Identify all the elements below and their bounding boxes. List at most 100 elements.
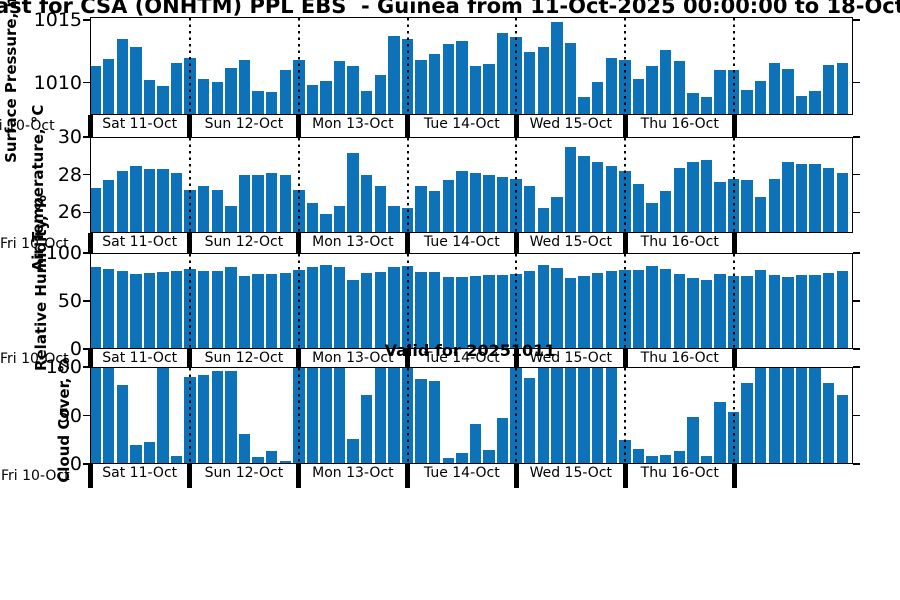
air-temperature-bar bbox=[91, 187, 101, 232]
relative-humidity-bar bbox=[157, 271, 169, 348]
relative-humidity-bar bbox=[822, 272, 835, 348]
y-tick-label: 1010 bbox=[33, 71, 82, 94]
day-label: Sun 12-Oct bbox=[204, 350, 284, 366]
day-boundary-line bbox=[515, 254, 518, 348]
day-label: Tue 14-Oct bbox=[423, 465, 500, 481]
day-boundary-line bbox=[623, 18, 626, 114]
relative-humidity-bar bbox=[768, 274, 780, 348]
surface-pressure-bar bbox=[374, 74, 387, 114]
cloud-cover-bar bbox=[632, 448, 645, 463]
day-boundary-tick bbox=[295, 233, 301, 253]
cloud-cover-bar bbox=[91, 368, 101, 463]
air-temperature-bar bbox=[632, 184, 645, 232]
day-label: Sat 11-Oct bbox=[102, 116, 178, 132]
air-temperature-bar bbox=[170, 173, 183, 232]
surface-pressure-bar bbox=[469, 66, 482, 114]
air-temperature-bar bbox=[809, 163, 821, 232]
date-axis-row: Sat 11-Oct Sun 12-Oct Mon 13-Oct Tue 14-Oct… bbox=[87, 349, 853, 367]
air-temperature-bar bbox=[673, 167, 685, 232]
y-tick-label: 100 bbox=[45, 356, 82, 378]
surface-pressure-bar bbox=[225, 67, 237, 114]
date-axis-row: Sat 11-Oct Sun 12-Oct Mon 13-Oct Tue 14-Oct… bbox=[87, 115, 853, 137]
surface-pressure-bar bbox=[687, 93, 699, 114]
air-temperature-bar bbox=[265, 173, 278, 232]
start-date-label: Fri 10-Oct bbox=[0, 351, 69, 367]
surface-pressure-bar bbox=[306, 84, 319, 114]
day-label: Sat 11-Oct bbox=[102, 465, 178, 481]
cloud-cover-bar bbox=[578, 368, 590, 463]
day-boundary-tick bbox=[513, 233, 519, 253]
surface-pressure-bar bbox=[605, 57, 617, 114]
day-label: Sat 11-Oct bbox=[102, 234, 178, 250]
start-date-label: Fri 10-Oct bbox=[0, 118, 55, 134]
day-boundary-tick bbox=[186, 464, 192, 488]
air-temperature-bar bbox=[225, 206, 237, 232]
y-tick-label: 0 bbox=[69, 453, 82, 475]
air-temperature-bar bbox=[456, 171, 468, 232]
air-temperature-bar bbox=[320, 213, 332, 232]
surface-pressure-bar bbox=[333, 61, 346, 114]
surface-pressure-bar bbox=[755, 80, 767, 114]
surface-pressure-bar bbox=[673, 61, 685, 114]
relative-humidity-bar bbox=[130, 273, 142, 348]
relative-humidity-bar bbox=[279, 272, 291, 348]
surface-pressure-bar bbox=[388, 35, 400, 114]
cloud-cover-bar bbox=[102, 368, 115, 463]
day-boundary-line bbox=[297, 368, 300, 463]
y-tick-mark bbox=[83, 348, 90, 350]
cloud-cover-bar bbox=[822, 383, 835, 463]
y-tick-label: 100 bbox=[45, 242, 82, 264]
y-tick-mark bbox=[853, 19, 860, 21]
surface-pressure-bar bbox=[116, 39, 128, 114]
relative-humidity-bar bbox=[564, 277, 577, 348]
day-boundary-tick bbox=[404, 464, 410, 488]
surface-pressure-bar bbox=[320, 80, 332, 114]
surface-pressure-bar bbox=[442, 44, 454, 114]
y-tick-mark bbox=[853, 211, 860, 214]
cloud-cover-bar bbox=[456, 452, 468, 463]
surface-pressure-bar bbox=[632, 78, 645, 114]
day-label: Tue 14-Oct bbox=[423, 116, 500, 132]
day-boundary-line bbox=[515, 18, 518, 114]
day-boundary-line bbox=[623, 254, 626, 348]
day-label: Wed 15-Oct bbox=[529, 116, 613, 132]
surface-pressure-bar bbox=[564, 43, 577, 114]
y-tick-mark bbox=[853, 173, 860, 176]
y-tick-mark bbox=[83, 81, 90, 84]
cloud-cover-bar bbox=[496, 418, 509, 463]
air-temperature-chart bbox=[90, 137, 853, 233]
cloud-cover-bar bbox=[469, 424, 482, 463]
day-boundary-line bbox=[406, 18, 409, 114]
relative-humidity-bar bbox=[428, 271, 441, 348]
relative-humidity-bar bbox=[714, 273, 726, 348]
surface-pressure-bar bbox=[428, 54, 441, 114]
surface-pressure-bar bbox=[130, 46, 142, 114]
air-temperature-bar bbox=[198, 185, 210, 232]
air-temperature-bar bbox=[143, 169, 156, 232]
surface-pressure-bar bbox=[415, 60, 427, 114]
day-boundary-line bbox=[297, 18, 300, 114]
cloud-cover-bar bbox=[741, 383, 753, 463]
day-boundary-tick bbox=[87, 115, 93, 137]
air-temperature-bar bbox=[564, 147, 577, 232]
day-boundary-tick bbox=[622, 115, 628, 137]
air-temperature-bar bbox=[592, 161, 604, 232]
air-temperature-bar bbox=[361, 174, 373, 232]
surface-pressure-bar bbox=[700, 96, 713, 114]
day-label: Sun 12-Oct bbox=[204, 234, 284, 250]
cloud-cover-bar bbox=[238, 433, 251, 463]
relative-humidity-bar bbox=[809, 274, 821, 348]
cloud-cover-bar bbox=[768, 368, 780, 463]
cloud-cover-bar bbox=[483, 449, 495, 463]
y-tick-label: 1015 bbox=[33, 9, 82, 32]
day-boundary-tick bbox=[513, 464, 519, 488]
day-label: Sun 12-Oct bbox=[204, 116, 284, 132]
cloud-cover-bar bbox=[755, 368, 767, 463]
surface-pressure-bar bbox=[483, 63, 495, 114]
air-temperature-bar bbox=[836, 173, 848, 232]
surface-pressure-bar bbox=[496, 33, 509, 114]
y-tick-mark bbox=[83, 211, 90, 214]
day-boundary-tick bbox=[87, 349, 93, 367]
day-label: Thu 16-Oct bbox=[640, 116, 719, 132]
relative-humidity-bar bbox=[687, 278, 699, 348]
